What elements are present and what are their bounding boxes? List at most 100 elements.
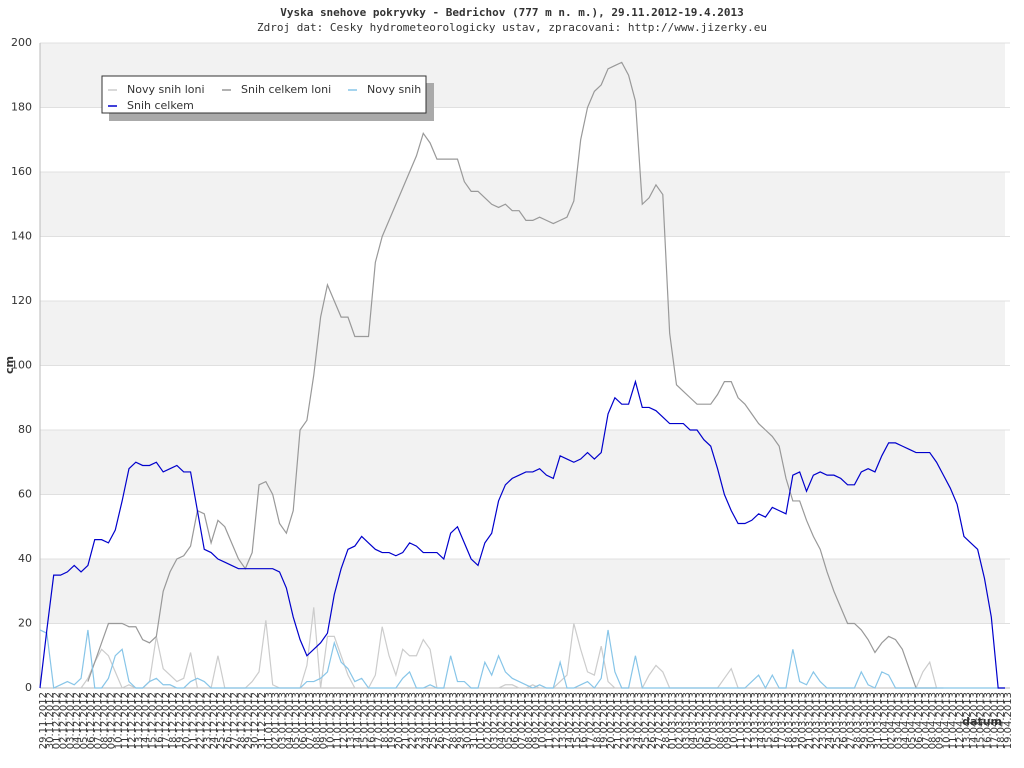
x-tick-label: 10.01.2013 <box>325 692 336 749</box>
y-tick-label: 0 <box>25 681 32 694</box>
y-tick-label: 200 <box>11 36 32 49</box>
y-tick-label: 100 <box>11 359 32 372</box>
chart-title: Vyska snehove pokryvky - Bedrichov (777 … <box>280 6 744 19</box>
x-tick-label: 20.03.2013 <box>798 692 809 749</box>
x-tick-label: 05.03.2013 <box>695 692 706 749</box>
x-tick-label: 20.12.2012 <box>182 692 193 749</box>
x-tick-label: 02.03.2013 <box>674 692 685 749</box>
x-tick-label: 28.01.2013 <box>449 692 460 749</box>
series-line <box>39 379 1005 689</box>
legend-label: Snih celkem <box>127 99 194 112</box>
x-tick-label: 31.01.2013 <box>469 692 480 749</box>
x-tick-label: 16.02.2013 <box>579 692 590 749</box>
x-tick-label: 07.04.2013 <box>921 692 932 749</box>
x-tick-label: 03.03.2013 <box>681 692 692 749</box>
x-tick-label: 15.02.2013 <box>572 692 583 749</box>
x-tick-label: 12.03.2013 <box>743 692 754 749</box>
x-tick-label: 11.01.2013 <box>332 692 343 749</box>
x-tick-label: 25.03.2013 <box>832 692 843 749</box>
y-tick-label: 40 <box>18 552 32 565</box>
y-tick-label: 140 <box>11 230 32 243</box>
x-tick-label: 14.01.2013 <box>353 692 364 749</box>
y-tick-label: 160 <box>11 165 32 178</box>
x-tick-label: 14.03.2013 <box>757 692 768 749</box>
x-tick-label: 19.02.2013 <box>599 692 610 749</box>
x-tick-label: 11.03.2013 <box>736 692 747 749</box>
x-tick-label: 26.12.2012 <box>223 692 234 749</box>
chart-subtitle: Zdroj dat: Cesky hydrometeorologicky ust… <box>257 21 767 34</box>
x-tick-label: 10.04.2013 <box>941 692 952 749</box>
x-tick-label: 24.01.2013 <box>421 692 432 749</box>
x-tick-label: 12.12.2012 <box>127 692 138 749</box>
x-tick-label: 04.04.2013 <box>900 692 911 749</box>
x-tick-label: 14.02.2013 <box>565 692 576 749</box>
x-tick-label: 20.01.2013 <box>394 692 405 749</box>
x-tick-label: 02.01.2013 <box>271 692 282 749</box>
x-tick-label: 09.12.2012 <box>106 692 117 749</box>
x-tick-label: 02.04.2013 <box>887 692 898 749</box>
grid-band <box>40 172 1005 237</box>
x-tick-label: 08.03.2013 <box>716 692 727 749</box>
x-tick-label: 08.02.2013 <box>524 692 535 749</box>
x-tick-label: 23.12.2012 <box>202 692 213 749</box>
x-tick-label: 05.01.2013 <box>291 692 302 749</box>
x-tick-label: 08.04.2013 <box>928 692 939 749</box>
x-tick-label: 15.03.2013 <box>763 692 774 749</box>
x-tick-label: 30.12.2012 <box>250 692 261 749</box>
x-tick-label: 18.01.2013 <box>380 692 391 749</box>
x-tick-label: 17.04.2013 <box>989 692 1000 749</box>
x-tick-label: 21.12.2012 <box>189 692 200 749</box>
x-tick-label: 31.03.2013 <box>873 692 884 749</box>
x-tick-label: 26.01.2013 <box>435 692 446 749</box>
x-tick-label: 29.12.2012 <box>243 692 254 749</box>
x-tick-label: 05.04.2013 <box>907 692 918 749</box>
y-tick-label: 60 <box>18 488 32 501</box>
x-tick-label: 28.12.2012 <box>236 692 247 749</box>
x-tick-label: 19.03.2013 <box>791 692 802 749</box>
x-tick-label: 17.12.2012 <box>161 692 172 749</box>
x-tick-label: 21.02.2013 <box>613 692 624 749</box>
x-tick-label: 13.12.2012 <box>134 692 145 749</box>
x-tick-label: 07.02.2013 <box>517 692 528 749</box>
x-tick-label: 30.03.2013 <box>866 692 877 749</box>
series-line <box>87 61 937 689</box>
x-tick-label: 15.04.2013 <box>976 692 987 749</box>
y-tick-label: 80 <box>18 423 32 436</box>
x-tick-label: 01.03.2013 <box>668 692 679 749</box>
x-tick-label: 01.02.2013 <box>476 692 487 749</box>
x-tick-label: 09.03.2013 <box>722 692 733 749</box>
x-tick-label: 25.02.2013 <box>640 692 651 749</box>
grid-band <box>40 430 1005 495</box>
x-tick-label: 23.03.2013 <box>818 692 829 749</box>
x-tick-label: 29.11.2012 <box>38 692 49 749</box>
x-tick-label: 07.03.2013 <box>709 692 720 749</box>
x-tick-label: 01.12.2012 <box>52 692 63 749</box>
x-tick-label: 17.01.2013 <box>373 692 384 749</box>
x-tick-label: 09.02.2013 <box>531 692 542 749</box>
x-tick-label: 05.02.2013 <box>503 692 514 749</box>
x-tick-label: 12.01.2013 <box>339 692 350 749</box>
x-tick-label: 25.01.2013 <box>428 692 439 749</box>
x-tick-label: 13.03.2013 <box>750 692 761 749</box>
x-tick-label: 09.04.2013 <box>935 692 946 749</box>
x-tick-label: 19.01.2013 <box>387 692 398 749</box>
x-tick-label: 16.04.2013 <box>982 692 993 749</box>
x-tick-label: 13.02.2013 <box>558 692 569 749</box>
x-tick-label: 25.12.2012 <box>216 692 227 749</box>
x-tick-label: 06.02.2013 <box>510 692 521 749</box>
x-tick-label: 24.12.2012 <box>209 692 220 749</box>
x-tick-label: 16.12.2012 <box>154 692 165 749</box>
x-tick-label: 04.12.2012 <box>72 692 83 749</box>
x-tick-label: 01.01.2013 <box>264 692 275 749</box>
x-tick-label: 12.04.2013 <box>955 692 966 749</box>
series-line <box>39 629 1005 690</box>
x-tick-label: 01.04.2013 <box>880 692 891 749</box>
x-tick-label: 24.03.2013 <box>825 692 836 749</box>
x-tick-label: 04.01.2013 <box>284 692 295 749</box>
x-tick-label: 11.02.2013 <box>544 692 555 749</box>
x-tick-label: 24.02.2013 <box>633 692 644 749</box>
x-tick-label: 28.03.2013 <box>852 692 863 749</box>
x-tick-label: 30.11.2012 <box>45 692 56 749</box>
x-tick-label: 14.12.2012 <box>141 692 152 749</box>
x-tick-label: 31.12.2012 <box>257 692 268 749</box>
